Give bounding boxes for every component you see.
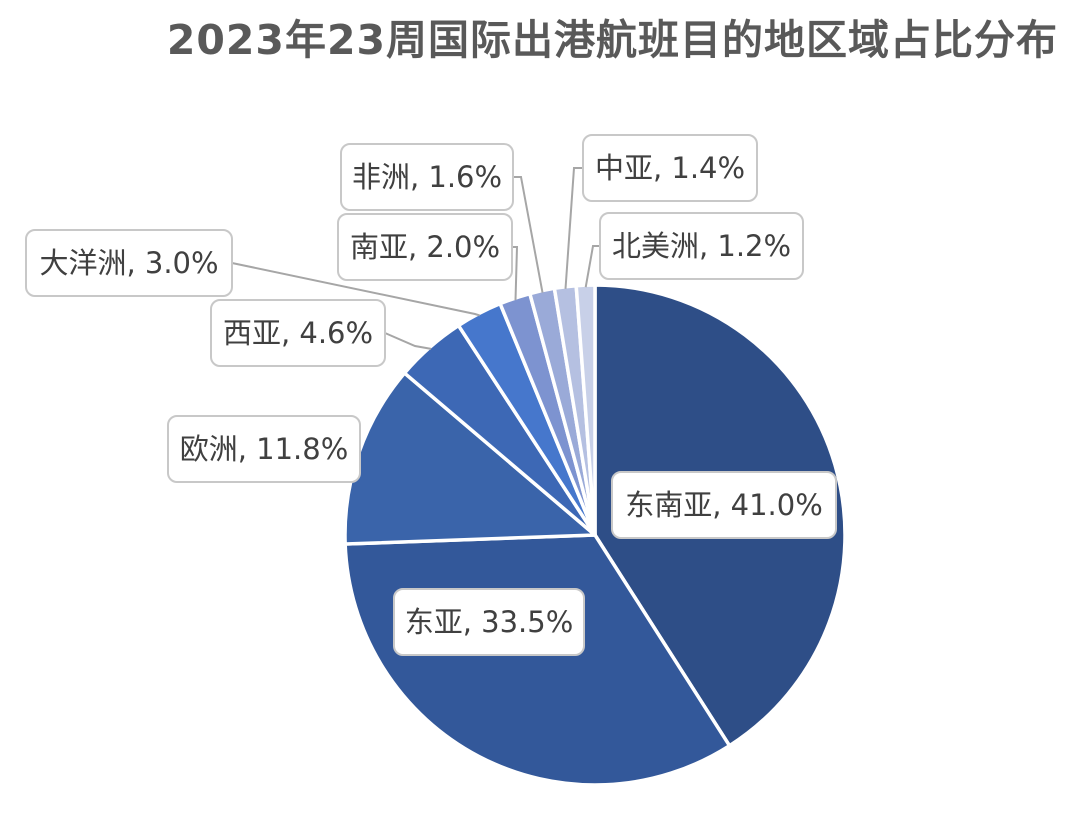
leader-line-5	[231, 262, 480, 317]
leader-line-4	[384, 332, 432, 350]
leader-line-6	[512, 246, 519, 301]
data-label-box	[337, 213, 513, 281]
leader-line-8	[564, 167, 583, 289]
data-label-6: 南亚, 2.0%	[337, 213, 513, 281]
data-label-box	[599, 212, 804, 280]
data-label-2: 东亚, 33.5%	[393, 588, 585, 656]
data-label-text: 中亚, 1.4%	[595, 151, 745, 185]
data-label-8: 中亚, 1.4%	[582, 134, 758, 202]
data-label-text: 非洲, 1.6%	[352, 160, 502, 194]
data-label-box	[611, 471, 837, 539]
data-label-9: 北美洲, 1.2%	[599, 212, 804, 280]
leader-line-9	[584, 245, 600, 288]
chart-title: 2023年23周国际出港航班目的地区域占比分布	[166, 16, 1058, 64]
data-label-text: 北美洲, 1.2%	[612, 229, 791, 263]
data-label-7: 非洲, 1.6%	[340, 143, 514, 211]
data-label-box	[582, 134, 758, 202]
data-label-box	[167, 415, 361, 483]
data-label-1: 东南亚, 41.0%	[611, 471, 837, 539]
data-label-box	[25, 229, 233, 297]
data-label-text: 西亚, 4.6%	[223, 316, 373, 350]
data-label-text: 东亚, 33.5%	[405, 605, 574, 639]
data-label-5: 大洋洲, 3.0%	[25, 229, 233, 297]
data-label-text: 欧洲, 11.8%	[180, 432, 349, 466]
data-label-text: 东南亚, 41.0%	[625, 488, 823, 522]
leader-line-7	[513, 176, 544, 293]
data-label-box	[393, 588, 585, 656]
data-label-text: 南亚, 2.0%	[350, 230, 500, 264]
data-label-box	[210, 299, 386, 367]
data-label-3: 欧洲, 11.8%	[167, 415, 361, 483]
data-label-box	[340, 143, 514, 211]
data-label-text: 大洋洲, 3.0%	[39, 246, 218, 280]
data-label-4: 西亚, 4.6%	[210, 299, 386, 367]
